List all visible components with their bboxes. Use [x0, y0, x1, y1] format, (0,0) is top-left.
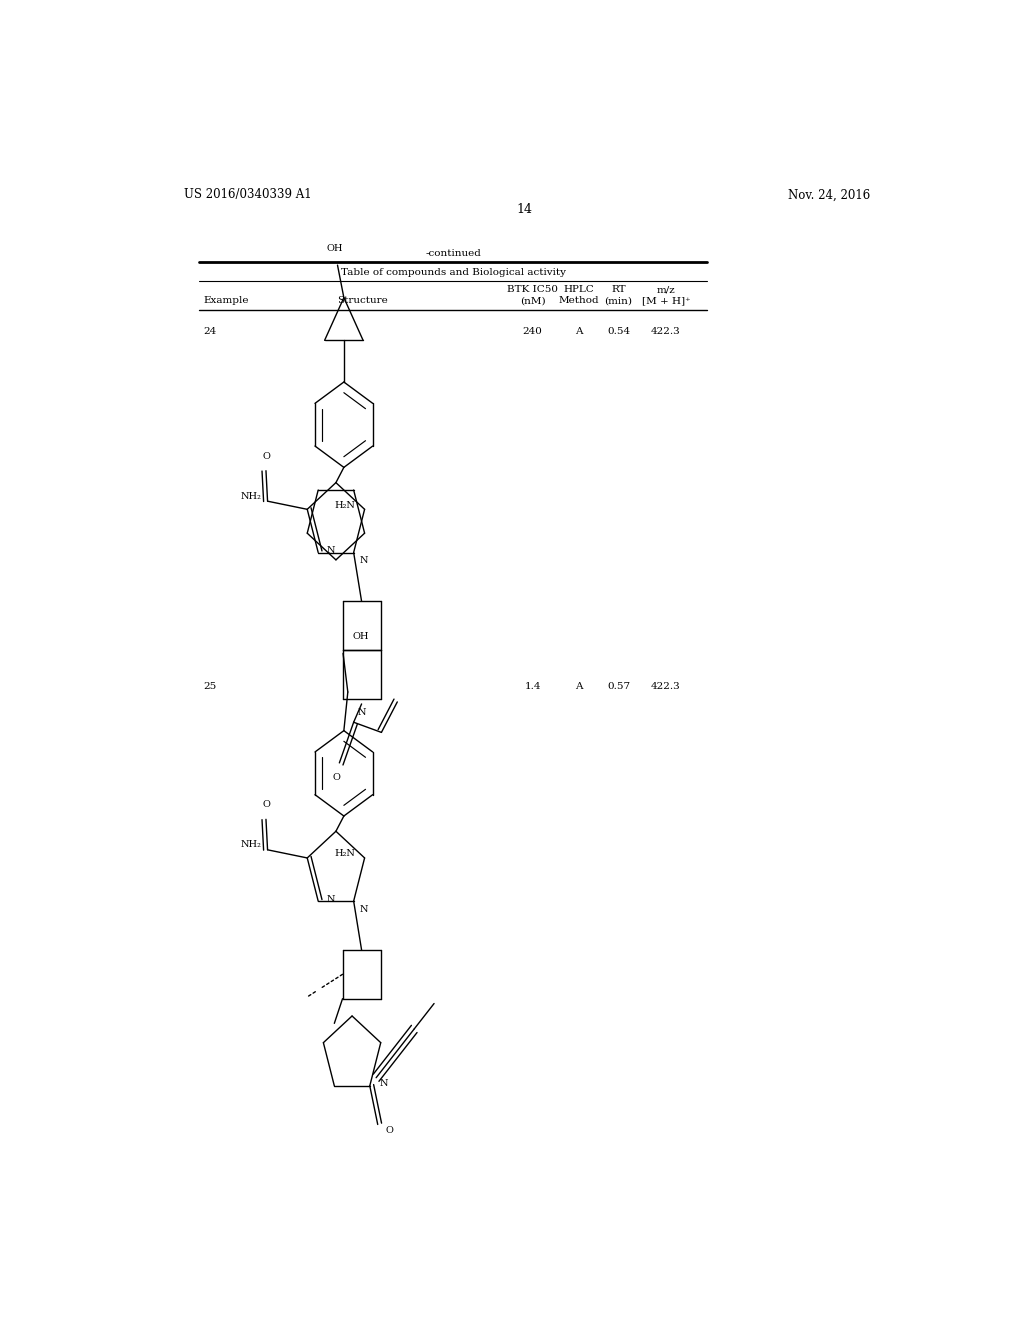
Text: O: O [386, 1126, 393, 1135]
Text: N: N [326, 546, 335, 554]
Text: 0.57: 0.57 [607, 682, 630, 692]
Text: Table of compounds and Biological activity: Table of compounds and Biological activi… [341, 268, 566, 277]
Text: m/z: m/z [656, 285, 676, 294]
Text: 0.54: 0.54 [607, 326, 630, 335]
Text: HPLC: HPLC [563, 285, 594, 294]
Text: -continued: -continued [425, 249, 481, 259]
Text: H₂N: H₂N [334, 500, 355, 510]
Text: [M + H]⁺: [M + H]⁺ [642, 296, 690, 305]
Text: 240: 240 [523, 326, 543, 335]
Text: (nM): (nM) [520, 296, 546, 305]
Text: 1.4: 1.4 [524, 682, 541, 692]
Text: OH: OH [352, 632, 369, 642]
Text: O: O [262, 800, 270, 809]
Text: US 2016/0340339 A1: US 2016/0340339 A1 [183, 189, 311, 202]
Text: Nov. 24, 2016: Nov. 24, 2016 [787, 189, 870, 202]
Text: (min): (min) [604, 296, 633, 305]
Text: OH: OH [326, 244, 343, 253]
Text: 24: 24 [204, 326, 217, 335]
Text: RT: RT [611, 285, 626, 294]
Text: Structure: Structure [337, 296, 387, 305]
Text: Method: Method [558, 296, 599, 305]
Text: 422.3: 422.3 [651, 326, 681, 335]
Text: N: N [326, 895, 335, 904]
Text: N: N [379, 1080, 388, 1088]
Text: BTK IC50: BTK IC50 [507, 285, 558, 294]
Text: Example: Example [204, 296, 249, 305]
Text: 422.3: 422.3 [651, 682, 681, 692]
Text: N: N [360, 904, 369, 913]
Text: 25: 25 [204, 682, 217, 692]
Text: N: N [357, 708, 366, 717]
Text: A: A [575, 326, 583, 335]
Text: O: O [332, 774, 340, 781]
Text: NH₂: NH₂ [241, 491, 261, 500]
Text: NH₂: NH₂ [241, 841, 261, 849]
Text: 14: 14 [517, 203, 532, 215]
Text: A: A [575, 682, 583, 692]
Text: N: N [360, 556, 369, 565]
Text: O: O [262, 451, 270, 461]
Text: H₂N: H₂N [334, 849, 355, 858]
